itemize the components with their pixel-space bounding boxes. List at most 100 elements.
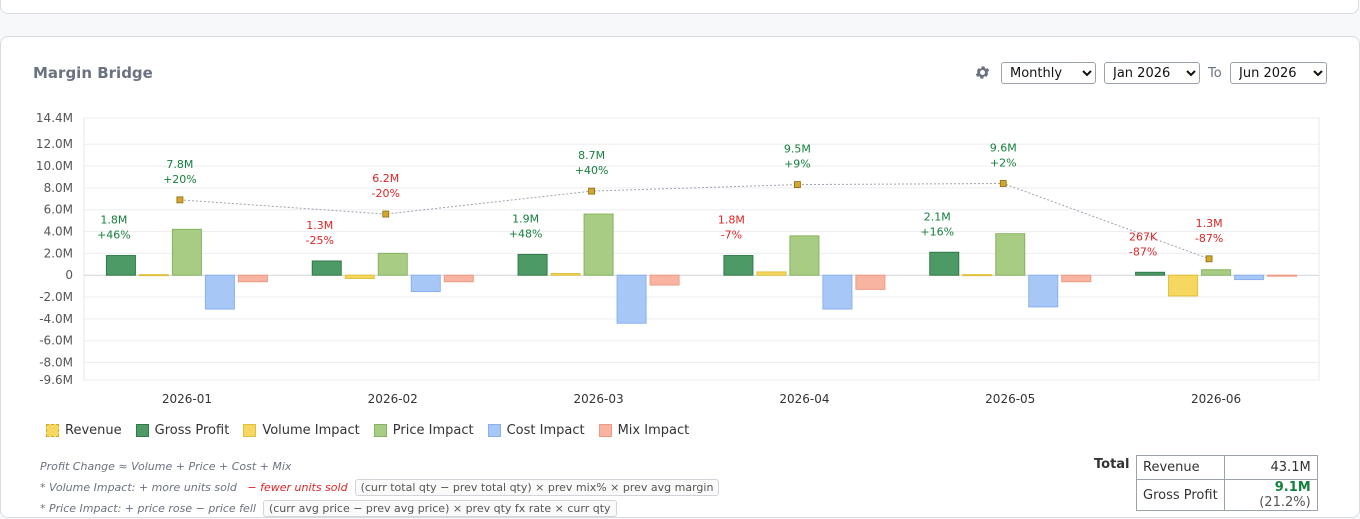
gross-profit-change-label: -25% (306, 234, 334, 247)
bar-price-impact (171, 228, 202, 276)
legend-item-revenue[interactable]: Revenue (46, 423, 122, 438)
bar-price-impact (583, 213, 614, 276)
legend-swatch-price-impact (373, 423, 387, 437)
x-tick-label: 2026-06 (1191, 392, 1241, 406)
legend-item-price-impact[interactable]: Price Impact (373, 422, 474, 438)
note-volume-minus: − fewer units sold (247, 481, 348, 494)
revenue-change-label: -87% (1195, 232, 1223, 245)
revenue-value-label: 9.6M (990, 142, 1017, 155)
legend-label: Gross Profit (154, 422, 230, 438)
y-tick-label: 12.0M (36, 137, 73, 151)
from-month-select[interactable]: Jan 2026 (1104, 62, 1200, 84)
bar-mix-impact (855, 274, 886, 290)
x-tick-label: 2026-05 (985, 392, 1035, 406)
y-tick-label: -2.0M (39, 290, 73, 304)
revenue-point (794, 181, 801, 188)
bar-volume-impact (1168, 274, 1199, 297)
x-tick-label: 2026-02 (368, 392, 418, 406)
gross-profit-value-label: 1.9M (512, 212, 539, 225)
y-tick-label: 2.0M (44, 246, 73, 260)
gross-profit-change-label: -7% (721, 229, 742, 242)
legend-item-gross-profit[interactable]: Gross Profit (135, 422, 230, 438)
margin-bridge-chart: 14.4M 12.0M 10.0M 8.0M 6.0M 4.0M 2.0M 0 -2.0M -4.… (36, 111, 1320, 406)
x-tick-label: 2026-01 (162, 392, 212, 406)
bar-gross-profit (929, 251, 960, 276)
y-tick-label: 6.0M (44, 203, 73, 217)
revenue-point (588, 187, 595, 195)
gross-profit-change-label: -87% (1129, 245, 1157, 258)
legend-label: Revenue (65, 422, 122, 438)
y-tick-label: 8.0M (44, 181, 73, 195)
legend-item-mix-impact[interactable]: Mix Impact (598, 422, 690, 438)
bar-mix-impact (443, 274, 474, 283)
revenue-change-label: +20% (163, 173, 197, 186)
gross-profit-value-label: 2.1M (924, 210, 951, 223)
gross-profit-value-label: 1.8M (100, 214, 127, 227)
bar-cost-impact (822, 274, 853, 310)
revenue-line (179, 182, 1210, 260)
totals-revenue-label: Revenue (1136, 455, 1225, 480)
y-tick-label: -8.0M (39, 356, 73, 370)
note-price-impact: * Price Impact: + price rose − price fel… (40, 498, 719, 519)
bar-cost-impact (1028, 274, 1059, 308)
note-volume-impact: * Volume Impact: + more units sold − few… (40, 477, 720, 498)
chart-legend: Revenue Gross Profit Volume Impact Price… (46, 421, 703, 439)
revenue-point (1205, 255, 1213, 263)
bar-price-impact (995, 233, 1026, 276)
revenue-change-label: +40% (575, 164, 609, 177)
legend-label: Price Impact (392, 422, 474, 438)
legend-swatch-revenue (46, 423, 59, 437)
bar-gross-profit (311, 260, 342, 276)
gross-profit-change-label: +48% (509, 227, 543, 240)
gross-profit-value-label: 1.8M (718, 214, 745, 227)
period-mode-select[interactable]: Monthly (1001, 62, 1096, 84)
bar-cost-impact (616, 274, 647, 324)
y-tick-label: -9.6M (39, 373, 73, 387)
gross-profit-value-label: 267K (1129, 230, 1158, 243)
y-tick-label: -4.0M (39, 312, 73, 326)
y-tick-label: 0 (65, 268, 73, 282)
revenue-value-label: 6.2M (372, 172, 399, 185)
legend-item-volume-impact[interactable]: Volume Impact (243, 423, 360, 438)
legend-label: Cost Impact (506, 422, 585, 438)
note-volume-plus: + more units sold (138, 481, 237, 494)
bar-gross-profit (723, 255, 754, 276)
bar-volume-impact (550, 273, 581, 276)
totals-gp-pct: (21.2%) (1259, 495, 1311, 510)
revenue-value-label: 7.8M (166, 158, 193, 171)
revenue-point (999, 180, 1007, 187)
bar-price-impact (1201, 269, 1232, 276)
revenue-change-label: +9% (784, 158, 811, 171)
gross-profit-value-label: 1.3M (306, 219, 333, 232)
bar-cost-impact (204, 274, 235, 310)
bar-volume-impact (756, 271, 787, 276)
legend-label: Mix Impact (617, 422, 690, 438)
legend-item-cost-impact[interactable]: Cost Impact (487, 422, 585, 438)
panel-title: Margin Bridge (33, 64, 153, 82)
totals-revenue-value: 43.1M (1223, 455, 1318, 480)
legend-swatch-gross-profit (135, 423, 149, 437)
revenue-change-label: +2% (990, 157, 1017, 170)
legend-swatch-mix-impact (598, 423, 612, 437)
y-tick-label: -6.0M (39, 334, 73, 348)
revenue-point (176, 196, 184, 204)
bar-mix-impact (1267, 274, 1298, 277)
x-tick-label: 2026-03 (574, 392, 624, 406)
y-tick-label: 14.4M (36, 111, 73, 125)
to-label: To (1208, 66, 1222, 81)
revenue-value-label: 9.5M (784, 143, 811, 156)
bar-price-impact (377, 252, 408, 276)
bar-mix-impact (649, 274, 680, 286)
totals-row-revenue: Revenue 43.1M (1136, 455, 1318, 480)
bar-mix-impact (237, 274, 268, 283)
bar-gross-profit (1135, 271, 1166, 276)
gross-profit-change-label: +46% (97, 229, 131, 242)
totals-row-gross-profit: Gross Profit 9.1M (21.2%) (1136, 479, 1318, 511)
legend-swatch-volume-impact (243, 423, 257, 437)
gear-icon[interactable] (974, 64, 991, 81)
to-month-select[interactable]: Jun 2026 (1230, 62, 1327, 84)
revenue-point (382, 210, 390, 218)
bar-cost-impact (1234, 274, 1265, 281)
note-volume-prefix: * Volume Impact: (40, 481, 139, 494)
bar-gross-profit (105, 255, 136, 276)
